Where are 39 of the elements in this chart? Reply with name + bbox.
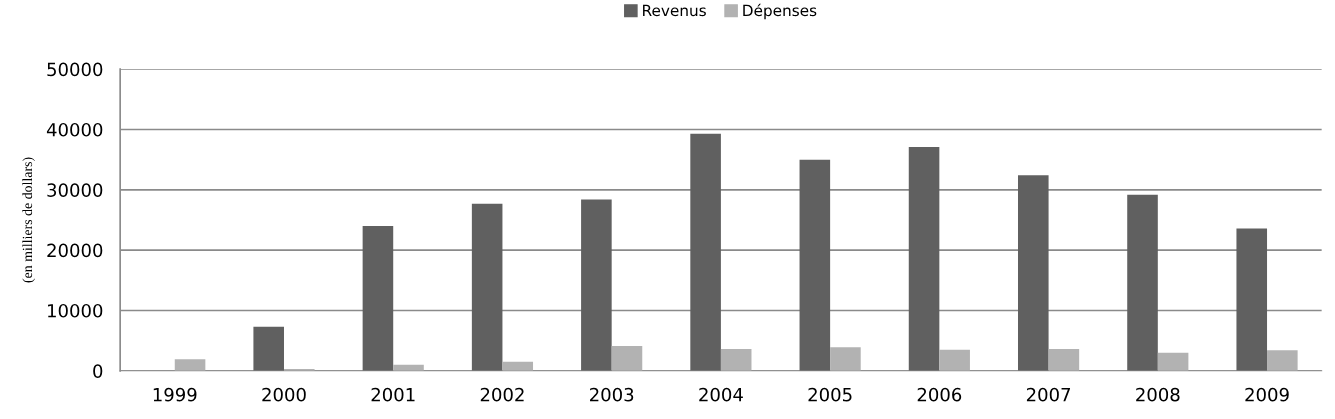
bar: [720, 349, 752, 371]
y-tick-label: 40000: [46, 122, 103, 137]
bar: [799, 159, 831, 371]
bar: [253, 326, 284, 371]
bar: [1018, 175, 1049, 371]
x-tick-label: 2000: [262, 387, 306, 402]
bar: [174, 359, 206, 371]
bar: [471, 203, 503, 371]
bar: [502, 361, 534, 371]
bar: [908, 146, 940, 371]
x-tick-label: 2003: [590, 387, 634, 402]
y-axis-title: (en milliers de dollars): [22, 157, 35, 283]
x-tick-label: 2002: [480, 387, 524, 402]
y-tick-label: 20000: [47, 243, 103, 258]
y-tick-label: 30000: [47, 183, 103, 197]
x-tick-label: 2004: [699, 387, 743, 402]
y-tick-label: 0: [93, 364, 103, 378]
y-tick-label: 50000: [47, 62, 103, 77]
x-tick-label: 1999: [153, 387, 197, 402]
bar: [362, 226, 394, 371]
legend-label: Dépenses: [743, 3, 817, 20]
bar: [1048, 349, 1080, 371]
x-tick-label: 2007: [1026, 387, 1071, 402]
bar: [690, 133, 721, 371]
bar: [1267, 350, 1298, 371]
y-tick-label: 10000: [48, 303, 103, 318]
bar: [581, 199, 612, 371]
bar: [939, 349, 970, 371]
x-tick-label: 2008: [1136, 387, 1180, 402]
bar: [830, 347, 861, 371]
bar: [1157, 352, 1189, 371]
x-tick-label: 2006: [917, 387, 962, 402]
bar: [1236, 228, 1268, 371]
x-tick-label: 2009: [1245, 387, 1289, 402]
bar: [611, 346, 643, 371]
x-tick-label: 2001: [371, 387, 415, 402]
bar: [1127, 194, 1158, 371]
x-tick-label: 2005: [808, 387, 852, 402]
legend-label: Revenus: [643, 4, 706, 17]
